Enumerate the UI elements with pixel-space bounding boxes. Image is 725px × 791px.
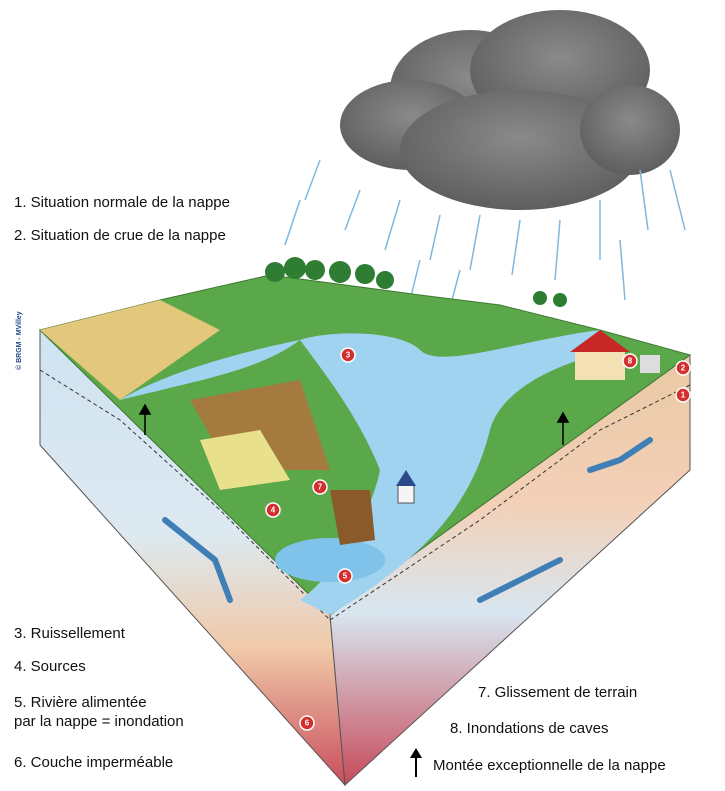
cloud <box>340 10 680 210</box>
flood <box>275 538 385 582</box>
legend-item: 5. Rivière alimentée <box>14 694 147 711</box>
legend-item: 4. Sources <box>14 658 86 675</box>
marker-label: 3 <box>346 351 351 360</box>
illustration <box>40 10 690 785</box>
arrow-icon <box>410 748 422 777</box>
legend-item: 2. Situation de crue de la nappe <box>14 227 226 244</box>
legend-item: 7. Glissement de terrain <box>478 684 637 701</box>
arrow-note: Montée exceptionnelle de la nappe <box>433 757 666 774</box>
legend-item: 8. Inondations de caves <box>450 720 608 737</box>
marker-label: 6 <box>305 719 310 728</box>
credit: © BRGM - MVilley <box>15 311 23 370</box>
marker-label: 8 <box>628 357 633 366</box>
marker-label: 1 <box>681 391 686 400</box>
legend-item: 3. Ruissellement <box>14 625 126 642</box>
diagram: 1 2 3 4 5 6 7 8 1. Situation normale de la napp… <box>0 0 725 791</box>
legend-item: 1. Situation normale de la nappe <box>14 194 230 211</box>
legend-item: par la nappe = inondation <box>14 713 184 730</box>
marker-label: 5 <box>343 572 348 581</box>
marker-label: 7 <box>318 483 323 492</box>
marker-label: 4 <box>271 506 276 515</box>
marker-label: 2 <box>681 364 686 373</box>
legend-item: 6. Couche imperméable <box>14 754 173 771</box>
